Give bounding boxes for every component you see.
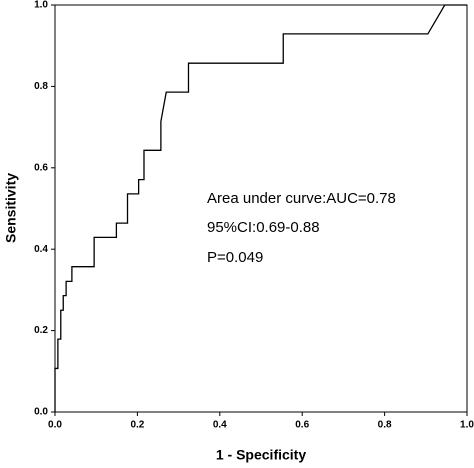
- x-tick-label: 0.0: [48, 420, 62, 431]
- y-tick-label: 0.6: [34, 162, 48, 173]
- x-axis-title: 1 - Specificity: [216, 447, 306, 463]
- y-tick-label: 1.0: [34, 0, 48, 11]
- x-tick-label: 0.2: [130, 420, 144, 431]
- annotation: 95%CI:0.69-0.88: [207, 219, 320, 236]
- y-axis-title: Sensitivity: [3, 173, 19, 243]
- x-tick-label: 1.0: [460, 420, 474, 431]
- y-tick-label: 0.8: [34, 81, 48, 92]
- x-tick-label: 0.4: [213, 420, 227, 431]
- y-tick-label: 0.2: [34, 325, 48, 336]
- roc-curve: [54, 4, 467, 412]
- y-tick-label: 0.4: [34, 244, 48, 255]
- x-tick-label: 0.8: [378, 420, 392, 431]
- x-tick-label: 0.6: [295, 420, 309, 431]
- plot-frame: [54, 4, 468, 413]
- annotation: P=0.049: [207, 249, 263, 266]
- y-tick-label: 0.0: [34, 407, 48, 418]
- annotation: Area under curve:AUC=0.78: [207, 190, 396, 207]
